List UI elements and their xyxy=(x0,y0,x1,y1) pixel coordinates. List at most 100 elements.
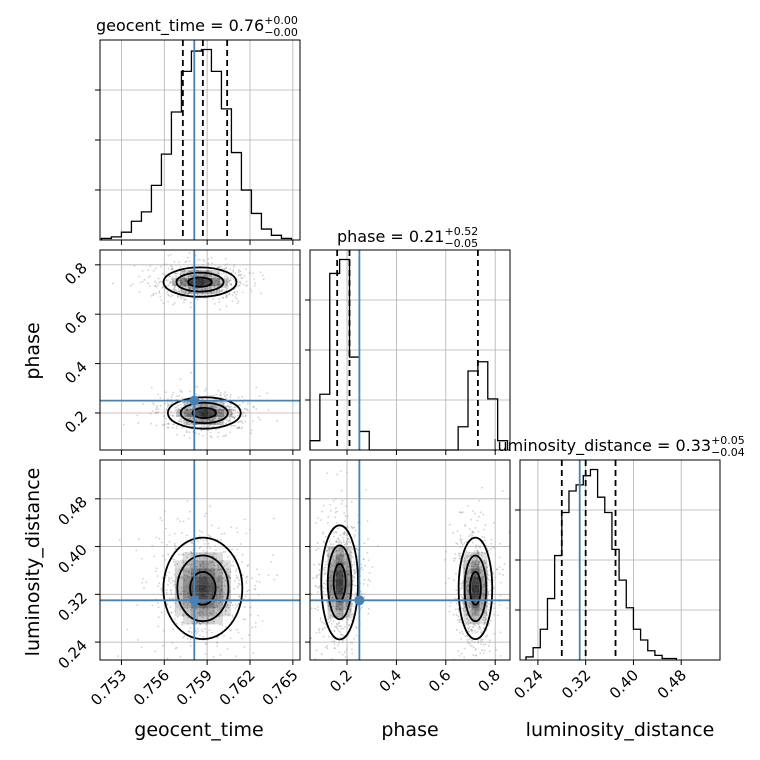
scatter-point xyxy=(343,712,345,714)
scatter-point xyxy=(181,290,183,292)
scatter-point xyxy=(341,653,344,656)
scatter-point xyxy=(171,267,173,270)
scatter-point xyxy=(337,644,339,647)
scatter-point xyxy=(335,608,338,611)
scatter-point xyxy=(209,547,212,549)
scatter-point xyxy=(210,436,213,439)
scatter-point xyxy=(160,588,163,590)
scatter-point xyxy=(248,589,251,592)
scatter-point xyxy=(340,553,343,556)
scatter-point xyxy=(200,629,203,631)
scatter-point xyxy=(340,625,342,628)
scatter-point xyxy=(225,422,227,425)
scatter-point xyxy=(475,564,477,567)
scatter-point xyxy=(243,407,246,410)
scatter-point xyxy=(188,424,191,427)
scatter-point xyxy=(203,565,206,568)
scatter-point xyxy=(486,577,489,580)
scatter-point xyxy=(222,559,224,562)
scatter-point xyxy=(228,408,231,411)
scatter-point xyxy=(172,415,175,417)
scatter-point xyxy=(466,572,469,575)
scatter-point xyxy=(228,281,230,283)
scatter-point xyxy=(172,280,175,283)
scatter-point xyxy=(185,601,188,603)
scatter-point xyxy=(217,417,220,420)
scatter-point xyxy=(480,638,482,641)
scatter-point xyxy=(466,504,469,507)
scatter-point xyxy=(239,420,242,423)
scatter-point xyxy=(141,557,143,560)
scatter-point xyxy=(477,627,480,630)
scatter-point xyxy=(152,292,155,295)
scatter-point xyxy=(154,285,157,287)
scatter-point xyxy=(221,603,224,606)
scatter-point xyxy=(475,556,477,559)
scatter-point xyxy=(331,593,334,596)
scatter-point xyxy=(229,409,232,412)
scatter-point xyxy=(353,526,356,529)
scatter-point xyxy=(213,291,215,294)
density-cell xyxy=(182,600,191,609)
scatter-point xyxy=(222,601,224,603)
scatter-point xyxy=(170,577,173,580)
scatter-point xyxy=(136,604,139,607)
density-cell xyxy=(335,602,344,611)
scatter-point xyxy=(205,642,207,645)
scatter-point xyxy=(475,654,478,657)
scatter-point xyxy=(239,270,242,273)
scatter-point xyxy=(347,585,349,588)
scatter-point xyxy=(476,519,479,522)
scatter-point xyxy=(226,604,229,607)
scatter-point xyxy=(176,272,179,275)
scatter-point xyxy=(217,567,220,569)
scatter-point xyxy=(221,581,223,583)
scatter-point xyxy=(199,405,202,408)
scatter-point xyxy=(482,594,485,597)
scatter-point xyxy=(338,560,341,563)
scatter-point xyxy=(476,608,479,611)
scatter-point xyxy=(191,552,194,555)
scatter-point xyxy=(456,629,458,631)
density-cell xyxy=(206,592,215,601)
scatter-point xyxy=(338,558,340,561)
scatter-point xyxy=(238,427,241,429)
scatter-point xyxy=(205,643,207,645)
scatter-point xyxy=(262,278,265,281)
scatter-point xyxy=(239,404,241,407)
scatter-point xyxy=(483,652,485,655)
scatter-point xyxy=(178,290,180,293)
scatter-point xyxy=(156,575,159,577)
scatter-point xyxy=(236,586,239,589)
scatter-point xyxy=(227,420,230,423)
scatter-point xyxy=(232,416,235,419)
scatter-point xyxy=(330,585,332,587)
scatter-point xyxy=(326,645,328,647)
scatter-point xyxy=(471,645,473,648)
density-cell xyxy=(182,560,191,569)
scatter-point xyxy=(204,387,207,390)
scatter-point xyxy=(502,573,504,576)
density-cell xyxy=(463,592,472,601)
scatter-point xyxy=(224,610,227,612)
scatter-point xyxy=(318,563,321,566)
scatter-point xyxy=(187,571,190,574)
scatter-point xyxy=(481,640,483,643)
scatter-point xyxy=(154,411,157,414)
scatter-point xyxy=(237,285,240,288)
density-cell xyxy=(214,568,223,577)
scatter-point xyxy=(329,617,332,620)
scatter-point xyxy=(205,624,208,627)
scatter-point xyxy=(454,553,457,555)
scatter-point xyxy=(236,548,239,551)
density-contour xyxy=(457,536,494,641)
scatter-point xyxy=(226,394,229,396)
scatter-point xyxy=(190,551,193,554)
scatter-point xyxy=(246,565,249,567)
density-contour xyxy=(162,266,238,298)
scatter-point xyxy=(219,608,222,610)
ylabel-phase: phase xyxy=(22,322,44,379)
scatter-point xyxy=(221,624,224,627)
scatter-point xyxy=(202,566,205,569)
scatter-point xyxy=(347,547,350,550)
